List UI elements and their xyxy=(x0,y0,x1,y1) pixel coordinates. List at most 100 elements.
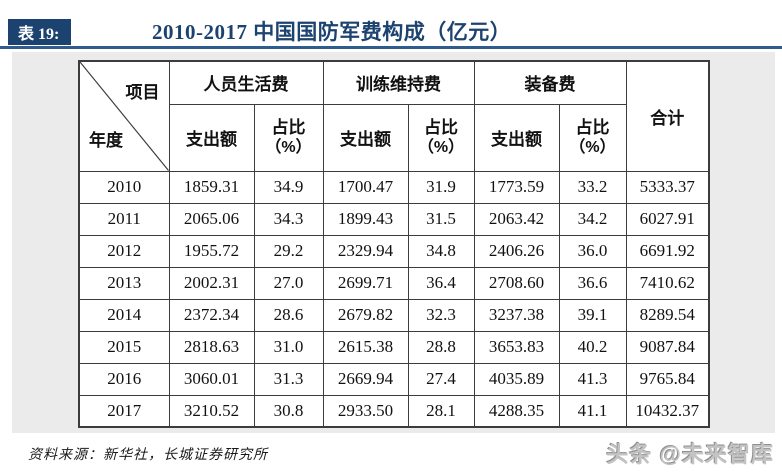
equipment-amount-cell: 4035.89 xyxy=(473,362,560,396)
equipment-share-cell: 34.2 xyxy=(558,202,627,236)
personnel-share-cell: 31.0 xyxy=(253,330,324,364)
year-cell: 2012 xyxy=(78,234,170,268)
personnel-share-cell: 29.2 xyxy=(253,234,324,268)
subheader-share-2: 占比 （%） xyxy=(407,103,475,172)
table-row: 2011 2065.06 34.3 1899.43 31.5 2063.42 3… xyxy=(78,202,710,236)
training-amount-cell: 1700.47 xyxy=(322,170,409,204)
personnel-share-cell: 27.0 xyxy=(253,266,324,300)
group-header-training: 训练维持费 xyxy=(322,60,475,105)
table-row: 2016 3060.01 31.3 2669.94 27.4 4035.89 4… xyxy=(78,362,710,396)
equipment-share-cell: 41.1 xyxy=(558,394,627,428)
title-divider xyxy=(0,46,782,49)
total-cell: 5333.37 xyxy=(625,170,710,204)
personnel-share-cell: 28.6 xyxy=(253,298,324,332)
total-header: 合计 xyxy=(625,60,710,172)
personnel-share-cell: 31.3 xyxy=(253,362,324,396)
subheader-share-1: 占比 （%） xyxy=(253,103,324,172)
personnel-amount-cell: 1955.72 xyxy=(168,234,255,268)
table-row: 2015 2818.63 31.0 2615.38 28.8 3653.83 4… xyxy=(78,330,710,364)
share-percent-label: （%） xyxy=(417,139,465,157)
defense-budget-table: 项目 年度 人员生活费 训练维持费 装备费 合计 支出额 占比 （%） 支出额 … xyxy=(78,60,710,428)
personnel-share-cell: 34.9 xyxy=(253,170,324,204)
personnel-amount-cell: 2002.31 xyxy=(168,266,255,300)
year-cell: 2014 xyxy=(78,298,170,332)
training-share-cell: 31.9 xyxy=(407,170,475,204)
total-cell: 7410.62 xyxy=(625,266,710,300)
total-cell: 9087.84 xyxy=(625,330,710,364)
equipment-amount-cell: 4288.35 xyxy=(473,394,560,428)
year-cell: 2013 xyxy=(78,266,170,300)
personnel-share-cell: 30.8 xyxy=(253,394,324,428)
training-share-cell: 34.8 xyxy=(407,234,475,268)
table-row: 2012 1955.72 29.2 2329.94 34.8 2406.26 3… xyxy=(78,234,710,268)
corner-header-cell: 项目 年度 xyxy=(78,60,170,172)
subheader-share-3: 占比 （%） xyxy=(558,103,627,172)
total-cell: 6027.91 xyxy=(625,202,710,236)
table-body: 2010 1859.31 34.9 1700.47 31.9 1773.59 3… xyxy=(78,170,710,428)
share-label: 占比 xyxy=(424,117,458,137)
subheader-amount-2: 支出额 xyxy=(322,103,409,172)
total-cell: 6691.92 xyxy=(625,234,710,268)
year-cell: 2011 xyxy=(78,202,170,236)
equipment-share-cell: 41.3 xyxy=(558,362,627,396)
total-cell: 8289.54 xyxy=(625,298,710,332)
equipment-amount-cell: 3653.83 xyxy=(473,330,560,364)
equipment-amount-cell: 2708.60 xyxy=(473,266,560,300)
training-share-cell: 31.5 xyxy=(407,202,475,236)
personnel-amount-cell: 1859.31 xyxy=(168,170,255,204)
total-cell: 9765.84 xyxy=(625,362,710,396)
subheader-amount-3: 支出额 xyxy=(473,103,560,172)
training-share-cell: 28.8 xyxy=(407,330,475,364)
group-header-equipment: 装备费 xyxy=(473,60,627,105)
year-cell: 2015 xyxy=(78,330,170,364)
training-amount-cell: 1899.43 xyxy=(322,202,409,236)
subheader-amount-1: 支出额 xyxy=(168,103,255,172)
training-amount-cell: 2933.50 xyxy=(322,394,409,428)
equipment-share-cell: 40.2 xyxy=(558,330,627,364)
training-share-cell: 27.4 xyxy=(407,362,475,396)
share-label: 占比 xyxy=(575,117,610,137)
equipment-share-cell: 39.1 xyxy=(558,298,627,332)
equipment-amount-cell: 3237.38 xyxy=(473,298,560,332)
training-amount-cell: 2669.94 xyxy=(322,362,409,396)
year-cell: 2016 xyxy=(78,362,170,396)
watermark: 头条 @未来智库 xyxy=(606,442,774,467)
table-tag-label: 表 19: xyxy=(8,19,72,45)
table-row: 2013 2002.31 27.0 2699.71 36.4 2708.60 3… xyxy=(78,266,710,300)
year-cell: 2017 xyxy=(78,394,170,428)
share-label: 占比 xyxy=(271,117,306,137)
personnel-amount-cell: 2372.34 xyxy=(168,298,255,332)
table-tag-text: 表 19: xyxy=(18,26,60,43)
data-table: 项目 年度 人员生活费 训练维持费 装备费 合计 支出额 占比 （%） 支出额 … xyxy=(78,60,710,428)
group-header-personnel: 人员生活费 xyxy=(168,60,324,105)
personnel-amount-cell: 2065.06 xyxy=(168,202,255,236)
personnel-amount-cell: 3060.01 xyxy=(168,362,255,396)
personnel-share-cell: 34.3 xyxy=(253,202,324,236)
equipment-amount-cell: 2063.42 xyxy=(473,202,560,236)
page-title: 2010-2017 中国国防军费构成（亿元） xyxy=(152,20,512,44)
training-amount-cell: 2679.82 xyxy=(322,298,409,332)
training-amount-cell: 2699.71 xyxy=(322,266,409,300)
source-note: 资料来源：新华社，长城证券研究所 xyxy=(28,448,268,463)
table-row: 2014 2372.34 28.6 2679.82 32.3 3237.38 3… xyxy=(78,298,710,332)
equipment-amount-cell: 2406.26 xyxy=(473,234,560,268)
share-percent-label: （%） xyxy=(569,139,616,157)
training-share-cell: 36.4 xyxy=(407,266,475,300)
year-cell: 2010 xyxy=(78,170,170,204)
equipment-share-cell: 36.0 xyxy=(558,234,627,268)
training-amount-cell: 2329.94 xyxy=(322,234,409,268)
equipment-share-cell: 33.2 xyxy=(558,170,627,204)
personnel-amount-cell: 3210.52 xyxy=(168,394,255,428)
corner-label-year: 年度 xyxy=(89,130,123,150)
equipment-share-cell: 36.6 xyxy=(558,266,627,300)
personnel-amount-cell: 2818.63 xyxy=(168,330,255,364)
training-amount-cell: 2615.38 xyxy=(322,330,409,364)
table-row: 2017 3210.52 30.8 2933.50 28.1 4288.35 4… xyxy=(78,394,710,428)
total-cell: 10432.37 xyxy=(625,394,710,428)
training-share-cell: 28.1 xyxy=(407,394,475,428)
share-percent-label: （%） xyxy=(265,139,312,157)
table-row: 2010 1859.31 34.9 1700.47 31.9 1773.59 3… xyxy=(78,170,710,204)
corner-label-item: 项目 xyxy=(125,83,160,102)
equipment-amount-cell: 1773.59 xyxy=(473,170,560,204)
